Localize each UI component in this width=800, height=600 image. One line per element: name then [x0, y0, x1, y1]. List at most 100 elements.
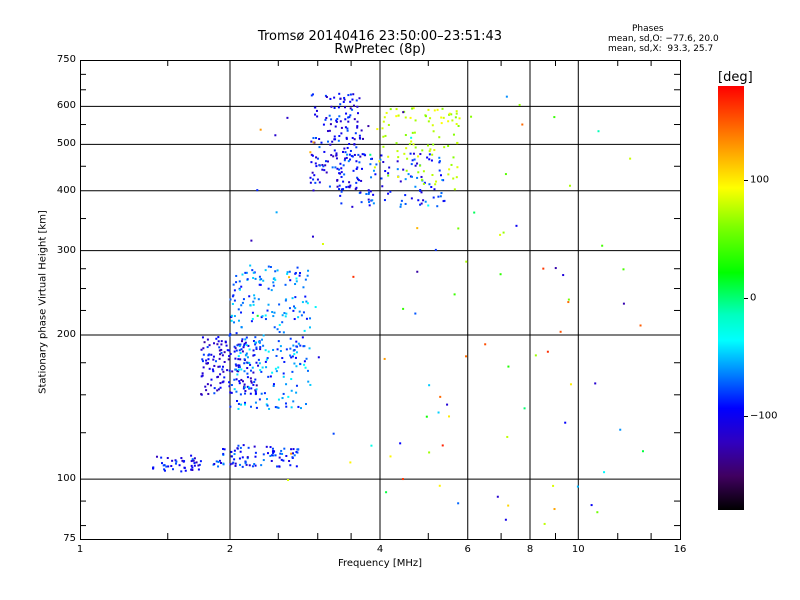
data-point: [367, 125, 370, 128]
data-point: [317, 356, 320, 359]
data-point: [257, 364, 260, 367]
data-point: [412, 143, 415, 146]
data-point: [323, 150, 326, 153]
data-point: [325, 95, 328, 98]
data-point: [402, 307, 405, 310]
data-point: [285, 405, 288, 408]
data-point: [239, 463, 242, 466]
data-point: [430, 159, 433, 162]
data-point: [423, 181, 426, 184]
data-point: [389, 190, 392, 193]
data-point: [292, 349, 295, 352]
data-point: [228, 385, 231, 388]
data-point: [420, 191, 423, 194]
data-point: [404, 116, 407, 119]
data-point: [206, 362, 209, 365]
data-point: [447, 120, 450, 123]
data-point: [202, 353, 205, 356]
data-point: [324, 164, 327, 167]
data-point: [358, 161, 361, 164]
data-point: [309, 317, 312, 320]
data-point: [330, 118, 333, 121]
data-point: [250, 239, 253, 242]
data-point: [347, 160, 350, 163]
y-tick-label: 600: [56, 100, 76, 112]
data-point: [413, 158, 416, 161]
data-point: [337, 106, 340, 109]
data-point: [246, 278, 249, 281]
data-point: [240, 285, 243, 288]
data-point: [272, 452, 275, 455]
data-point: [201, 372, 204, 375]
data-point: [402, 168, 405, 171]
data-point: [380, 154, 383, 157]
data-point: [339, 194, 342, 197]
data-point: [226, 349, 229, 352]
data-point: [432, 130, 435, 133]
data-point: [542, 267, 545, 270]
data-point: [232, 294, 235, 297]
data-point: [240, 304, 243, 307]
data-point: [338, 188, 341, 191]
data-point: [305, 317, 308, 320]
data-point: [438, 160, 441, 163]
data-point: [323, 169, 326, 172]
data-point: [285, 312, 288, 315]
data-point: [267, 303, 270, 306]
data-point: [328, 114, 331, 117]
data-point: [238, 280, 241, 283]
data-point: [347, 185, 350, 188]
data-point: [267, 265, 270, 268]
data-point: [246, 456, 249, 459]
data-point: [246, 372, 249, 375]
data-point: [241, 465, 244, 468]
data-point: [243, 344, 246, 347]
data-point: [554, 267, 557, 270]
data-point: [262, 344, 265, 347]
data-point: [269, 375, 272, 378]
data-point: [278, 465, 281, 468]
data-point: [298, 310, 301, 313]
data-point: [251, 366, 254, 369]
data-point: [230, 455, 233, 458]
data-point: [346, 146, 349, 149]
data-point: [237, 358, 240, 361]
data-point: [346, 129, 349, 132]
data-point: [246, 385, 249, 388]
data-point: [285, 298, 288, 301]
data-points: [152, 92, 644, 525]
data-point: [295, 391, 298, 394]
data-point: [290, 356, 293, 359]
data-point: [230, 384, 233, 387]
data-point: [237, 364, 240, 367]
data-point: [166, 457, 169, 460]
data-point: [264, 360, 267, 363]
data-point: [356, 178, 359, 181]
data-point: [203, 341, 206, 344]
data-point: [348, 186, 351, 189]
data-point: [340, 175, 343, 178]
data-point: [266, 309, 269, 312]
x-tick-label: 8: [526, 544, 534, 555]
data-point: [276, 269, 279, 272]
data-point: [223, 360, 226, 363]
data-point: [280, 458, 283, 461]
data-point: [232, 461, 235, 464]
data-point: [299, 272, 302, 275]
data-point: [304, 278, 307, 281]
data-point: [622, 268, 625, 271]
data-point: [328, 129, 331, 132]
data-point: [235, 378, 238, 381]
data-point: [330, 105, 333, 108]
data-point: [443, 146, 446, 149]
data-point: [252, 349, 255, 352]
data-point: [235, 332, 238, 335]
data-point: [374, 173, 377, 176]
data-point: [339, 103, 342, 106]
data-point: [344, 126, 347, 129]
data-point: [553, 116, 556, 119]
x-tick-label: 1: [76, 544, 84, 555]
data-point: [234, 462, 237, 465]
data-point: [594, 382, 597, 385]
data-point: [321, 168, 324, 171]
